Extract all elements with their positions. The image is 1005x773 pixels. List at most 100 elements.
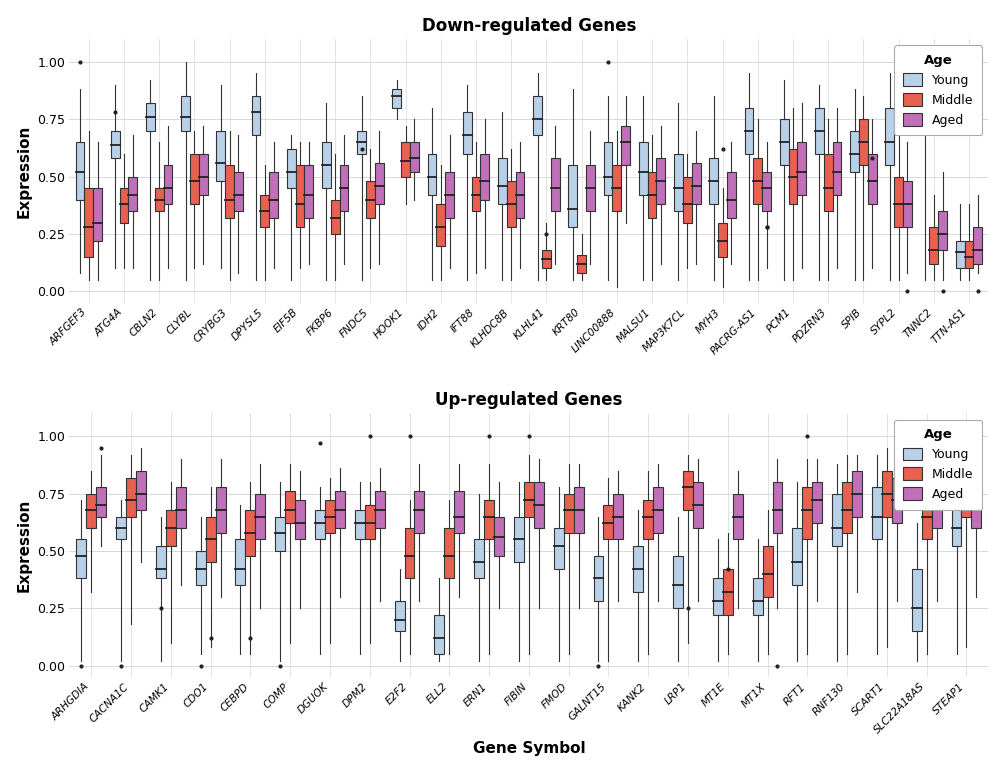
Bar (410, 142, 419, 172)
Bar (713, 578, 723, 615)
Bar (507, 182, 516, 227)
Bar (126, 478, 136, 516)
Point (73, 659, 89, 672)
Bar (594, 556, 603, 601)
Bar (454, 492, 464, 533)
Bar (366, 182, 375, 218)
Point (354, 143, 370, 155)
Bar (471, 177, 480, 211)
Bar (773, 482, 783, 533)
Bar (824, 154, 832, 211)
Point (108, 106, 124, 118)
Bar (812, 482, 822, 523)
Bar (516, 172, 525, 218)
Bar (76, 540, 86, 578)
Bar (225, 165, 234, 218)
Point (770, 659, 786, 672)
Bar (146, 104, 155, 131)
Bar (285, 492, 295, 523)
Bar (956, 241, 965, 268)
Bar (84, 188, 93, 257)
Bar (891, 478, 901, 523)
Bar (340, 165, 349, 211)
Point (312, 437, 328, 449)
Bar (802, 487, 812, 540)
Bar (754, 158, 762, 204)
Bar (286, 149, 295, 188)
Point (539, 228, 555, 240)
Bar (325, 500, 335, 533)
Point (72, 56, 88, 68)
Bar (683, 177, 691, 223)
Bar (780, 119, 789, 165)
Bar (155, 188, 164, 211)
Point (799, 430, 815, 442)
Bar (255, 494, 265, 540)
Bar (542, 250, 551, 268)
Bar (375, 492, 385, 528)
Bar (797, 142, 806, 195)
Bar (564, 494, 574, 533)
Bar (683, 471, 693, 509)
Bar (176, 487, 186, 528)
Bar (235, 540, 245, 585)
Bar (164, 165, 173, 204)
Bar (604, 142, 612, 195)
Bar (206, 516, 216, 563)
Bar (111, 131, 120, 158)
Bar (922, 494, 932, 540)
Bar (474, 540, 484, 578)
Point (481, 430, 497, 442)
Bar (930, 227, 938, 264)
Bar (753, 578, 763, 615)
Bar (872, 487, 882, 540)
Bar (445, 172, 454, 218)
Bar (574, 487, 584, 533)
Bar (295, 500, 306, 540)
Bar (842, 482, 852, 533)
Legend: Young, Middle, Aged: Young, Middle, Aged (894, 46, 982, 135)
Bar (199, 154, 208, 195)
Bar (484, 500, 494, 540)
Bar (962, 471, 972, 516)
Bar (117, 516, 126, 540)
Bar (693, 482, 702, 528)
Bar (710, 158, 719, 204)
Bar (621, 126, 630, 165)
Bar (613, 494, 623, 540)
Point (93, 441, 110, 454)
Bar (86, 494, 96, 528)
Bar (850, 131, 859, 172)
Point (864, 152, 880, 165)
Bar (643, 500, 653, 540)
Bar (894, 177, 902, 227)
Bar (295, 165, 305, 227)
Bar (166, 509, 176, 547)
Bar (952, 505, 962, 547)
Point (153, 602, 169, 615)
Bar (674, 154, 683, 211)
Point (401, 430, 417, 442)
Bar (498, 158, 507, 204)
Bar (647, 172, 656, 218)
Bar (305, 165, 314, 218)
Y-axis label: Expression: Expression (17, 124, 32, 218)
Bar (260, 195, 269, 227)
Bar (815, 108, 824, 154)
Bar (551, 158, 560, 211)
Bar (357, 131, 366, 154)
Bar (315, 509, 325, 540)
Bar (181, 97, 190, 131)
Point (203, 632, 219, 645)
Point (600, 56, 616, 68)
Bar (75, 142, 84, 199)
Bar (269, 172, 278, 218)
Bar (867, 154, 876, 204)
Point (114, 659, 130, 672)
Bar (355, 509, 365, 540)
Bar (653, 487, 663, 533)
Bar (245, 509, 255, 556)
Bar (156, 547, 166, 578)
Bar (136, 471, 146, 509)
Bar (480, 154, 489, 199)
